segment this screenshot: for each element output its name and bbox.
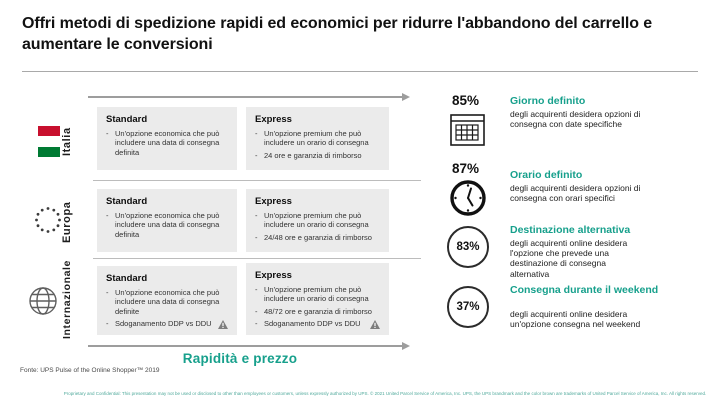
italy-flag-icon — [38, 126, 60, 158]
card-title: Standard — [106, 196, 148, 207]
bullet-item: - Un'opzione economica che può includere… — [106, 129, 220, 157]
card-italia-standard: Standard - Un'opzione economica che può … — [97, 107, 237, 170]
bullet-item: - Sdoganamento DDP vs DDU — [255, 319, 380, 331]
region-label-italia: Italia — [61, 127, 73, 157]
region-label-internazionale: Internazionale — [61, 260, 73, 340]
card-europa-express: Express - Un'opzione premium che può inc… — [246, 189, 389, 252]
bullet-item: - Sdoganamento DDP vs DDU — [106, 319, 228, 331]
card-title: Express — [255, 270, 292, 281]
stat-description: degli acquirenti desidera opzioni di con… — [510, 109, 641, 130]
row-divider — [93, 258, 421, 259]
axis-label: Rapidità e prezzo — [182, 351, 298, 366]
card-title: Express — [255, 114, 292, 125]
top-axis-arrow-icon — [88, 93, 410, 101]
warning-icon — [218, 320, 228, 331]
page-title: Offri metodi di spedizione rapidi ed eco… — [22, 15, 653, 54]
row-divider — [93, 180, 421, 181]
source-note: Fonte: UPS Pulse of the Online Shopper™ … — [20, 367, 160, 374]
card-internazionale-standard: Standard - Un'opzione economica che può … — [97, 266, 237, 335]
stat-value-87: 87% — [452, 161, 480, 176]
stat-title: Consegna durante il weekend — [510, 284, 659, 296]
globe-icon — [29, 287, 57, 315]
stat-title: Destinazione alternativa — [510, 224, 631, 236]
card-italia-express: Express - Un'opzione premium che può inc… — [246, 107, 389, 170]
card-title: Standard — [106, 114, 148, 125]
stat-value-85: 85% — [452, 93, 480, 108]
card-title: Express — [255, 196, 292, 207]
bullet-item: - Un'opzione premium che può includere u… — [255, 285, 369, 304]
bullet-item: - 48/72 ore e garanzia di rimborso — [255, 306, 372, 316]
bullet-item: - Un'opzione premium che può includere u… — [255, 211, 369, 230]
stat-description: degli acquirenti online desidera un'opzi… — [510, 309, 641, 330]
bottom-axis-arrow-icon — [88, 342, 410, 350]
card-europa-standard: Standard - Un'opzione economica che può … — [97, 189, 237, 252]
stat-description: degli acquirenti online desidera l'opzio… — [510, 238, 628, 279]
clock-icon — [450, 180, 486, 216]
stat-title: Orario definito — [510, 169, 583, 181]
stat-value-83: 83% — [456, 241, 480, 253]
stat-title: Giorno definito — [510, 95, 586, 107]
card-internazionale-express: Express - Un'opzione premium che può inc… — [246, 263, 389, 335]
bullet-item: - 24 ore e garanzia di rimborso — [255, 150, 362, 160]
bullet-item: - 24/48 ore e garanzia di rimborso — [255, 232, 372, 242]
bullet-item: - Un'opzione premium che può includere u… — [255, 129, 369, 148]
stat-description: degli acquirenti desidera opzioni di con… — [510, 183, 641, 204]
card-title: Standard — [106, 273, 148, 284]
stat-value-37: 37% — [456, 301, 480, 313]
warning-icon — [370, 320, 380, 331]
circle-badge-icon: 83% — [447, 226, 489, 268]
legal-fine-print: Proprietary and Confidential: This prese… — [63, 391, 707, 396]
bullet-item: - Un'opzione economica che può includere… — [106, 288, 220, 316]
region-label-europa: Europa — [61, 201, 73, 243]
title-divider — [22, 71, 698, 72]
circle-badge-icon: 37% — [447, 286, 489, 328]
calendar-icon — [450, 114, 485, 146]
eu-stars-icon — [35, 207, 61, 233]
bullet-item: - Un'opzione economica che può includere… — [106, 211, 220, 239]
